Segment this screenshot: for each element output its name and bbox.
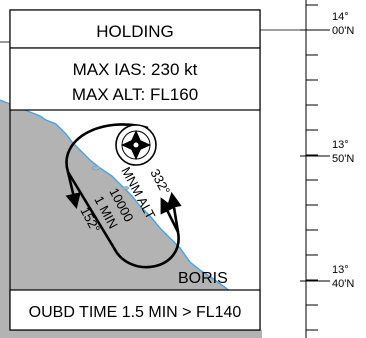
land-area-bottom (0, 330, 262, 338)
coastline (0, 99, 257, 311)
land-area (10, 104, 258, 338)
latitude-label-min: 00'N (332, 25, 354, 37)
inbound-arrow-segment (166, 191, 182, 233)
graticule-ticks (300, 4, 330, 331)
holding-limits-fill (9, 47, 261, 111)
outbound-time-label: OUBD TIME 1.5 MIN > FL140 (29, 304, 242, 321)
latitude-label-min: 40'N (332, 278, 354, 290)
latitude-label-min: 50'N (332, 153, 354, 165)
inbound-track-label: 332° (147, 166, 173, 197)
islet (122, 186, 130, 190)
holding-title: HOLDING (96, 22, 173, 41)
land-area-left (0, 100, 12, 338)
fix-name-label: BORIS (178, 270, 228, 287)
islet (91, 165, 101, 171)
holding-pattern-track (65, 123, 180, 269)
latitude-label-deg: 13° (332, 139, 349, 151)
holding-outbound-fill (9, 289, 261, 331)
latitude-label-deg: 13° (332, 264, 349, 276)
compass-rose-waypoint-icon (115, 124, 157, 166)
outbound-arrow-segment (65, 171, 81, 210)
latitude-label-deg: 14° (332, 11, 349, 23)
max-alt-label: MAX ALT: FL160 (72, 85, 198, 104)
max-ias-label: MAX IAS: 230 kt (73, 60, 198, 79)
